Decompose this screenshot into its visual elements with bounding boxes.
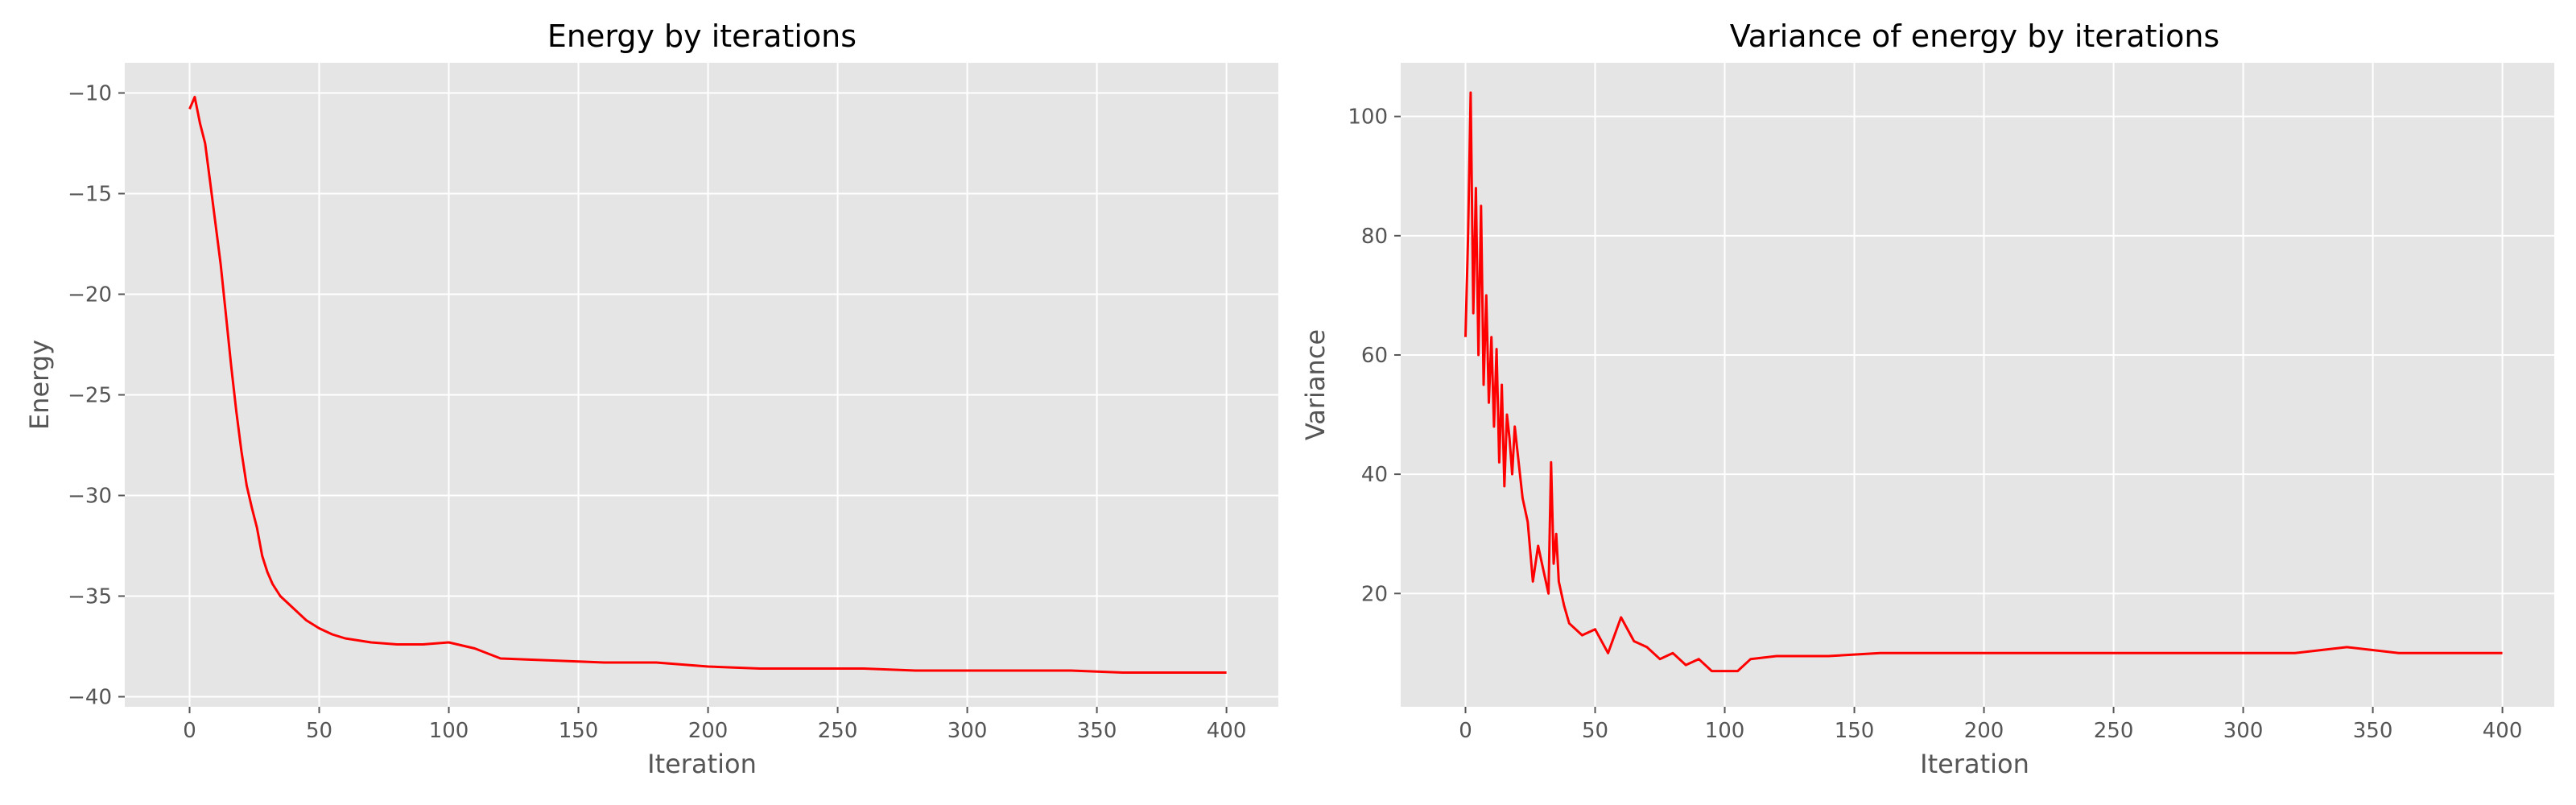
x-tick-label: 0 <box>1459 719 1472 743</box>
grid <box>125 63 1278 707</box>
y-axis-label: Energy <box>24 340 55 430</box>
y-tick-label: 40 <box>1361 463 1388 487</box>
y-tick-label: −20 <box>68 283 112 308</box>
x-tick-label: 350 <box>1077 719 1117 743</box>
x-tick-label: 150 <box>1835 719 1875 743</box>
x-tick-label: 250 <box>818 719 858 743</box>
x-tick-label: 100 <box>1705 719 1745 743</box>
y-tick-label: 100 <box>1348 105 1388 130</box>
chart-title: Energy by iterations <box>547 19 857 54</box>
x-tick-label: 300 <box>947 719 988 743</box>
x-tick-label: 400 <box>2483 719 2523 743</box>
y-tick-label: −30 <box>68 485 112 509</box>
x-tick-label: 100 <box>429 719 469 743</box>
plot-area <box>125 63 1278 707</box>
x-axis-label: Iteration <box>1920 749 2029 779</box>
x-tick-label: 200 <box>688 719 729 743</box>
y-tick-label: −25 <box>68 384 112 408</box>
ticks: 0 50 100 150 200 250 300 350 400 −40 −35 −30 −25 −20 −… <box>68 82 1246 744</box>
y-tick-label: −10 <box>68 82 112 106</box>
variance-series-line <box>1464 91 2503 673</box>
ticks: 0 50 100 150 200 250 300 350 400 20 40 60 80 100 <box>1348 105 2522 743</box>
y-tick-label: 20 <box>1361 582 1388 606</box>
x-tick-label: 300 <box>2223 719 2264 743</box>
y-tick-label: 60 <box>1361 344 1388 368</box>
x-tick-label: 350 <box>2353 719 2393 743</box>
x-tick-label: 0 <box>183 719 196 743</box>
x-tick-label: 250 <box>2094 719 2134 743</box>
grid <box>1401 63 2554 707</box>
y-tick-label: −40 <box>68 686 112 710</box>
y-tick-label: −35 <box>68 585 112 609</box>
energy-series-line <box>188 96 1227 674</box>
x-tick-label: 400 <box>1207 719 1247 743</box>
energy-chart: Energy by iterations 0 50 100 150 200 250 300 3… <box>24 19 1278 779</box>
y-tick-label: −15 <box>68 183 112 207</box>
x-tick-label: 200 <box>1964 719 2004 743</box>
x-axis-label: Iteration <box>647 749 757 779</box>
plot-area <box>1401 63 2554 707</box>
x-tick-label: 150 <box>559 719 599 743</box>
y-axis-label: Variance <box>1300 329 1331 440</box>
chart-title: Variance of energy by iterations <box>1730 19 2219 54</box>
x-tick-label: 50 <box>1582 719 1608 743</box>
y-tick-label: 80 <box>1361 225 1388 249</box>
x-tick-label: 50 <box>306 719 332 743</box>
variance-chart: Variance of energy by iterations 0 50 100 1… <box>1300 19 2554 779</box>
